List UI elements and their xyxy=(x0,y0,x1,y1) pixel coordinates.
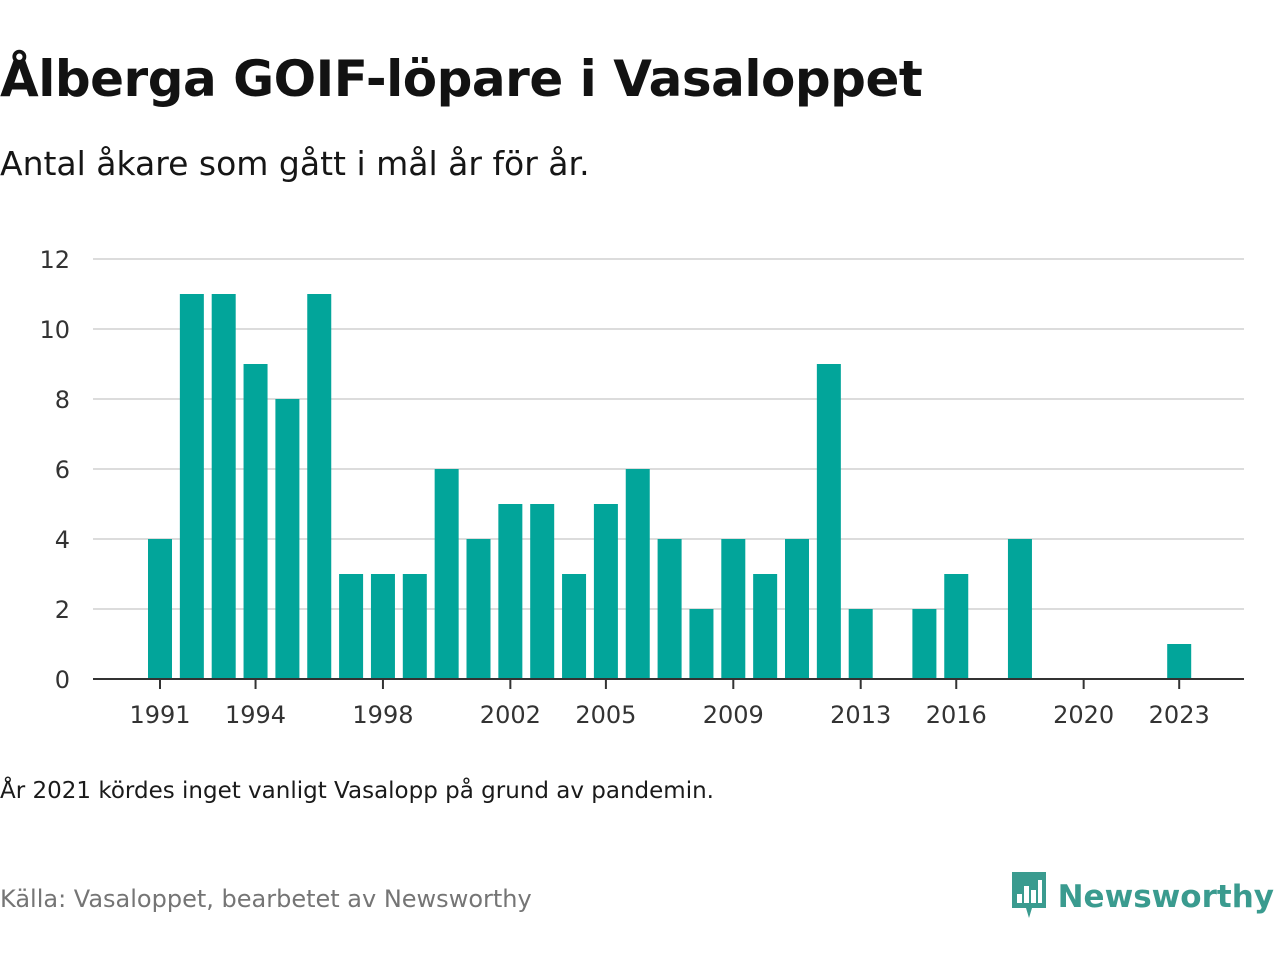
chart-title: Ålberga GOIF-löpare i Vasaloppet xyxy=(0,50,923,108)
source-credit: Källa: Vasaloppet, bearbetet av Newswort… xyxy=(0,885,532,913)
bar-1994[interactable] xyxy=(243,364,268,679)
bar-2009[interactable] xyxy=(721,539,746,679)
bar-2007[interactable] xyxy=(657,539,682,679)
x-tick-label: 1991 xyxy=(129,701,190,729)
bar-chart: 0 2 4 6 8 10 12 1991 1994 1998 2002 2005 2009 2013 20… xyxy=(39,246,1244,729)
x-tick-label: 2009 xyxy=(703,701,764,729)
bar-2005[interactable] xyxy=(593,504,618,679)
newsworthy-logo-icon xyxy=(1010,870,1048,924)
x-tick-label: 2005 xyxy=(575,701,636,729)
bar-2002[interactable] xyxy=(498,504,523,679)
bar-1992[interactable] xyxy=(179,294,204,679)
bar-2010[interactable] xyxy=(753,574,778,679)
bar-2012[interactable] xyxy=(816,364,841,679)
x-tick-label: 2013 xyxy=(830,701,891,729)
bar-2016[interactable] xyxy=(944,574,969,679)
y-tick-label: 2 xyxy=(55,596,70,624)
bar-2000[interactable] xyxy=(434,469,459,679)
y-tick-label: 8 xyxy=(55,386,70,414)
bar-1991[interactable] xyxy=(148,539,172,679)
bar-2006[interactable] xyxy=(625,469,650,679)
bar-1995[interactable] xyxy=(275,399,300,679)
x-axis-ticks: 1991 1994 1998 2002 2005 2009 2013 2016 2020 2023 xyxy=(93,678,1244,729)
bar-2008[interactable] xyxy=(689,609,714,679)
bar-2001[interactable] xyxy=(466,539,491,679)
chart-subtitle: Antal åkare som gått i mål år för år. xyxy=(0,144,590,183)
x-tick-label: 1998 xyxy=(352,701,413,729)
y-axis-ticks: 0 2 4 6 8 10 12 xyxy=(39,246,70,694)
bar-2015[interactable] xyxy=(912,609,937,679)
bar-1996[interactable] xyxy=(307,294,332,679)
bar-1993[interactable] xyxy=(211,294,236,679)
x-tick-label: 2023 xyxy=(1149,701,1210,729)
bar-1999[interactable] xyxy=(402,574,427,679)
y-tick-label: 6 xyxy=(55,456,70,484)
bar-2011[interactable] xyxy=(785,539,809,679)
y-tick-label: 0 xyxy=(55,666,70,694)
bar-2003[interactable] xyxy=(530,504,555,679)
bars xyxy=(148,294,1192,679)
x-tick-label: 1994 xyxy=(225,701,286,729)
y-tick-label: 10 xyxy=(39,316,70,344)
y-tick-label: 4 xyxy=(55,526,70,554)
brand-name: Newsworthy xyxy=(1057,879,1274,915)
y-tick-label: 12 xyxy=(39,246,70,274)
bar-1997[interactable] xyxy=(339,574,364,679)
bar-1998[interactable] xyxy=(370,574,395,679)
x-tick-label: 2020 xyxy=(1053,701,1114,729)
bar-2004[interactable] xyxy=(562,574,587,679)
x-tick-label: 2016 xyxy=(926,701,987,729)
bar-2013[interactable] xyxy=(848,609,873,679)
bar-2018[interactable] xyxy=(1007,539,1032,679)
bar-2023[interactable] xyxy=(1167,644,1192,679)
chart-note: År 2021 kördes inget vanligt Vasalopp på… xyxy=(0,778,714,804)
brand-logo[interactable]: Newsworthy xyxy=(1010,870,1274,924)
x-tick-label: 2002 xyxy=(480,701,541,729)
